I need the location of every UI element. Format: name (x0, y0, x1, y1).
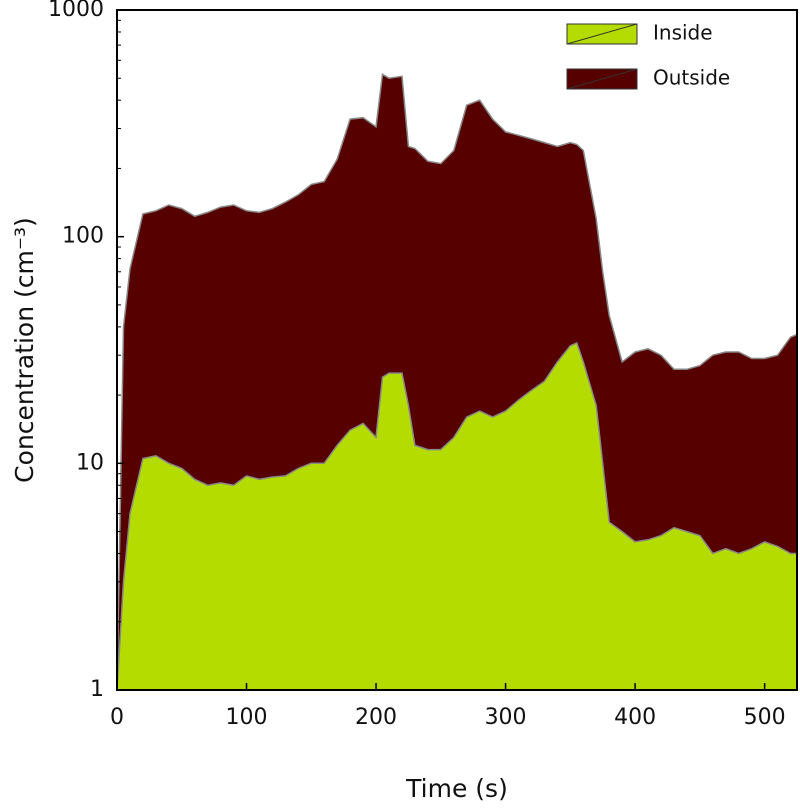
area-outline (116, 73, 798, 691)
legend-label: Outside (653, 66, 730, 90)
x-tick-label: 200 (355, 705, 397, 730)
x-axis-label: Time (s) (405, 774, 508, 803)
y-tick-label: 100 (62, 224, 104, 249)
x-tick-label: 0 (110, 705, 124, 730)
y-axis-label: Concentration (cm⁻³) (10, 217, 39, 483)
y-tick-label: 1000 (48, 0, 104, 22)
x-tick-label: 100 (226, 705, 268, 730)
legend-swatch-line (566, 23, 638, 45)
y-tick-label: 10 (76, 450, 104, 475)
x-tick-label: 400 (614, 705, 656, 730)
x-tick-label: 300 (485, 705, 527, 730)
area-outline (116, 341, 797, 691)
plot-frame (116, 9, 798, 691)
y-tick-label: 1 (90, 677, 104, 702)
legend-label: Inside (653, 21, 713, 45)
legend-swatch-line (566, 68, 638, 90)
area (117, 342, 797, 690)
x-tick-label: 500 (744, 705, 786, 730)
